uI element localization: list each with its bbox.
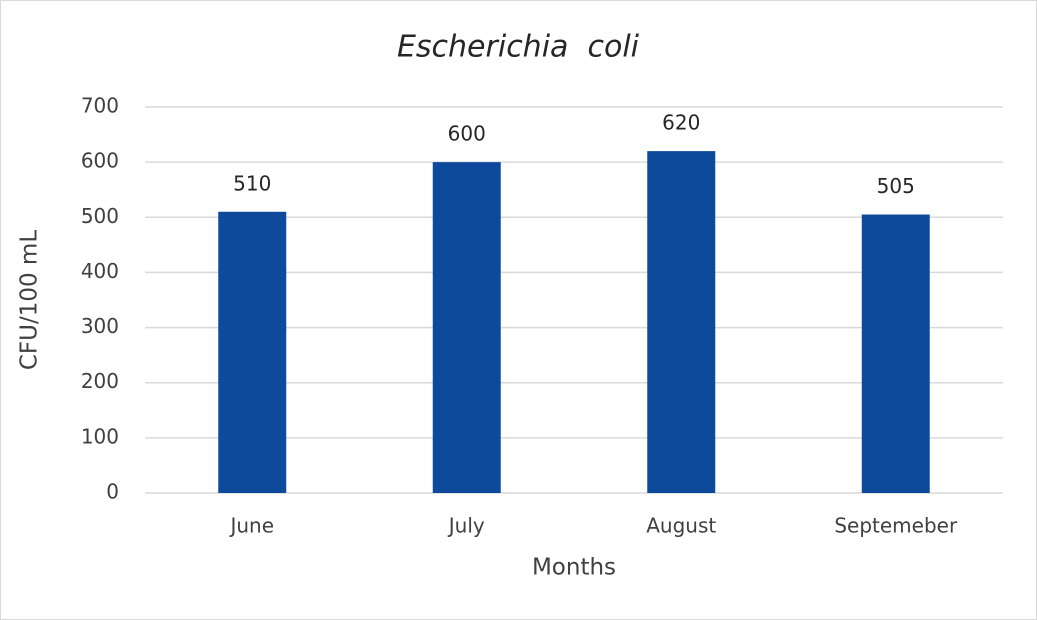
x-tick-label: July: [447, 514, 485, 538]
value-label: 600: [448, 122, 486, 146]
y-tick-label: 600: [81, 149, 119, 173]
bar: [432, 162, 501, 493]
chart-title: Escherichia coli: [397, 30, 640, 65]
y-tick-label: 0: [106, 480, 119, 504]
y-tick-label: 300: [81, 314, 119, 338]
bar: [647, 151, 716, 493]
bar: [218, 211, 287, 493]
y-tick-label: 400: [81, 259, 119, 283]
bar: [861, 214, 930, 493]
x-axis-title: Months: [532, 555, 616, 581]
y-tick-label: 200: [81, 369, 119, 393]
x-tick-label: June: [228, 514, 274, 538]
y-axis-title: CFU/100 mL: [17, 230, 43, 370]
value-label: 505: [877, 174, 915, 198]
y-tick-label: 700: [81, 94, 119, 118]
x-tick-label: August: [646, 514, 716, 538]
y-tick-label: 100: [81, 424, 119, 448]
y-tick-label: 500: [81, 204, 119, 228]
value-label: 620: [662, 111, 700, 135]
value-label: 510: [233, 171, 271, 195]
x-tick-label: Septemeber: [834, 514, 958, 538]
